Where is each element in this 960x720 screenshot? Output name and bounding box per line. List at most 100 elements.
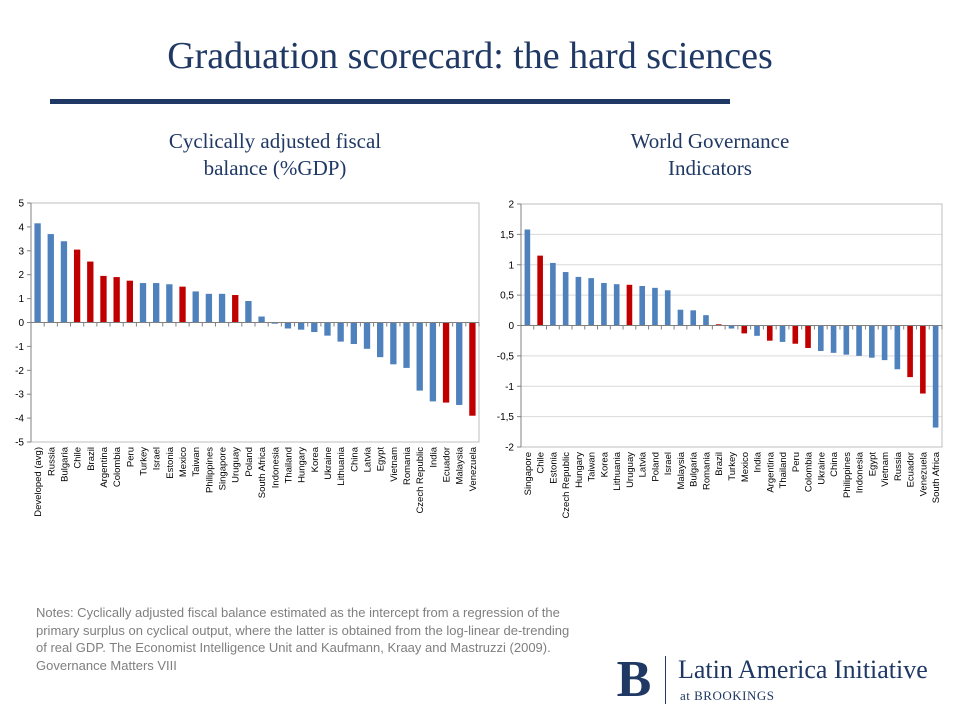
fiscal-category-label: Russia — [46, 446, 57, 476]
governance-category-label: Argentina — [765, 451, 776, 492]
governance-bar — [728, 325, 735, 329]
fiscal-category-label: Peru — [125, 447, 136, 467]
governance-category-label: Taiwan — [587, 452, 598, 482]
fiscal-category-label: Venezuela — [468, 446, 479, 491]
governance-y-tick-label: 0,5 — [500, 291, 514, 302]
fiscal-y-tick-label: 1 — [18, 294, 24, 305]
fiscal-bar — [126, 280, 133, 323]
governance-bar — [613, 284, 620, 326]
governance-category-label: Latvia — [638, 451, 649, 477]
chart-title-governance: World Governance Indicators — [490, 128, 930, 182]
governance-bar — [562, 272, 569, 326]
fiscal-bar — [258, 316, 265, 323]
governance-bar — [830, 325, 837, 353]
governance-bar — [766, 325, 773, 341]
governance-category-label: Korea — [599, 451, 610, 477]
fiscal-y-tick-label: -2 — [15, 366, 24, 377]
governance-category-label: Estonia — [548, 451, 559, 483]
fiscal-bar — [429, 322, 437, 402]
governance-y-tick-label: -2 — [505, 443, 514, 454]
governance-category-label: Colombia — [804, 451, 815, 492]
fiscal-category-label: Latvia — [363, 446, 374, 472]
governance-y-tick-label: 2 — [508, 200, 514, 211]
governance-bar — [664, 290, 671, 326]
governance-bar — [932, 325, 939, 428]
slide-title: Graduation scorecard: the hard sciences — [167, 35, 773, 77]
governance-bar — [575, 276, 582, 326]
fiscal-bar — [100, 275, 107, 323]
governance-category-label: Israel — [663, 452, 674, 475]
governance-category-label: Uruguay — [625, 452, 636, 488]
chart-title-fiscal-line-1: Cyclically adjusted fiscal — [168, 129, 382, 153]
fiscal-bar — [192, 291, 199, 323]
fiscal-category-label: Brazil — [86, 447, 97, 471]
governance-category-label: China — [829, 451, 840, 477]
governance-bar — [588, 278, 594, 326]
governance-bar — [677, 309, 684, 326]
logo-mark: B — [616, 651, 652, 708]
governance-bar — [779, 325, 786, 342]
governance-category-label: India — [753, 451, 764, 472]
fiscal-category-label: Israel — [152, 447, 163, 470]
fiscal-bar — [337, 322, 344, 342]
fiscal-category-label: Bulgaria — [59, 446, 70, 482]
governance-bar — [639, 286, 646, 326]
fiscal-category-label: China — [349, 446, 360, 472]
logo-separator — [665, 656, 666, 704]
fiscal-bar — [284, 322, 292, 329]
fiscal-category-label: Estonia — [165, 446, 176, 478]
governance-bar — [690, 310, 697, 326]
governance-category-label: Chile — [536, 452, 547, 474]
fiscal-category-label: Developed (avg) — [33, 447, 44, 517]
fiscal-bar — [113, 277, 120, 323]
chart-title-governance-line-1: World Governance — [630, 129, 790, 153]
governance-bar — [741, 325, 748, 334]
governance-bar — [715, 324, 722, 326]
chart-title-fiscal: Cyclically adjusted fiscal balance (%GDP… — [55, 128, 495, 182]
fiscal-bar — [179, 286, 186, 323]
governance-bar — [703, 315, 709, 326]
fiscal-category-label: Colombia — [112, 446, 123, 487]
fiscal-bar — [311, 322, 318, 333]
fiscal-category-label: Romania — [402, 446, 413, 485]
governance-category-label: Brazil — [714, 452, 725, 476]
fiscal-category-label: Chile — [73, 447, 84, 469]
governance-bar — [792, 325, 799, 344]
fiscal-y-tick-label: -4 — [15, 414, 24, 425]
governance-bar — [907, 325, 913, 378]
governance-bar — [920, 325, 926, 394]
fiscal-bar — [363, 322, 371, 349]
fiscal-category-label: South Africa — [257, 446, 268, 498]
fiscal-category-label: Uruguay — [231, 447, 242, 483]
governance-bar — [843, 325, 850, 355]
brookings-logo: B Latin America Initiative at BROOKINGS — [612, 652, 952, 708]
fiscal-bar — [324, 322, 331, 336]
fiscal-bar — [416, 322, 423, 391]
fiscal-bar — [87, 261, 94, 323]
fiscal-category-label: Singapore — [218, 447, 229, 490]
fiscal-bar — [60, 241, 68, 323]
governance-category-label: Philippines — [842, 452, 853, 498]
governance-category-label: Malaysia — [676, 451, 687, 489]
governance-category-label: Peru — [791, 452, 802, 472]
fiscal-y-tick-label: -1 — [15, 342, 24, 353]
fiscal-category-label: Malaysia — [455, 446, 466, 484]
governance-category-label: Hungary — [574, 452, 585, 488]
governance-bar — [652, 287, 658, 326]
logo-subtitle: at BROOKINGS — [680, 688, 775, 703]
governance-bar — [550, 262, 556, 326]
governance-y-tick-label: 1 — [508, 260, 514, 271]
fiscal-y-tick-label: -3 — [15, 390, 24, 401]
fiscal-category-label: Argentina — [99, 446, 110, 487]
governance-y-tick-label: -1,5 — [497, 412, 515, 423]
governance-bar — [601, 282, 607, 326]
fiscal-bar — [271, 322, 278, 324]
governance-category-label: South Africa — [931, 451, 942, 503]
fiscal-y-tick-label: 0 — [18, 318, 24, 329]
fiscal-category-label: Czech Republic — [415, 447, 426, 514]
fiscal-bar — [469, 322, 476, 416]
fiscal-bar — [47, 234, 54, 323]
governance-category-label: Lithuania — [612, 451, 623, 490]
governance-bar — [894, 325, 901, 370]
